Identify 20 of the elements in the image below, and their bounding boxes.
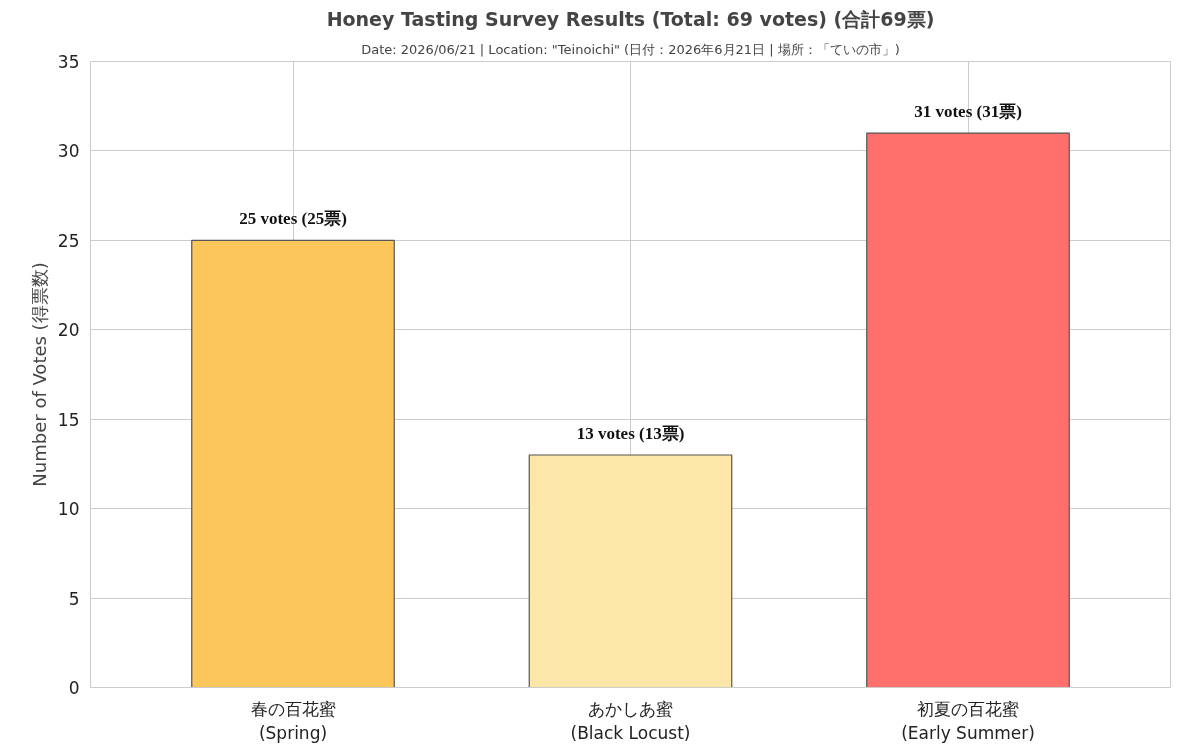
bar [191, 239, 395, 688]
y-tick-label: 25 [57, 230, 80, 251]
chart-title: Honey Tasting Survey Results (Total: 69 votes) (合計69票) [326, 7, 935, 30]
data-label: 13 votes (13票) [576, 423, 685, 443]
data-label: 31 votes (31票) [914, 102, 1022, 122]
y-tick-label: 35 [57, 52, 80, 72]
x-tick-label: あかしあ蜜 (Black Locust) [570, 698, 691, 743]
bar [866, 132, 1070, 688]
y-tick-label: 10 [57, 499, 80, 520]
y-axis-title: Number of Votes (得票数) [28, 262, 50, 487]
y-tick-label: 15 [57, 409, 80, 430]
y-tick-label: 30 [57, 141, 80, 162]
y-tick-label: 5 [68, 588, 80, 609]
y-tick-label: 20 [57, 320, 80, 341]
chart-subtitle: Date: 2026/06/21 | Location: "Teinoichi" (日付：2026年6月21日 | 場所：「ていの市」) [361, 41, 900, 57]
y-tick-label: 0 [68, 678, 80, 698]
x-tick-label: 初夏の百花蜜 (Early Summer) [901, 698, 1035, 743]
x-tick-label: 春の百花蜜 (Spring) [250, 698, 336, 743]
bar [528, 454, 733, 688]
data-label: 25 votes (25票) [239, 209, 347, 229]
